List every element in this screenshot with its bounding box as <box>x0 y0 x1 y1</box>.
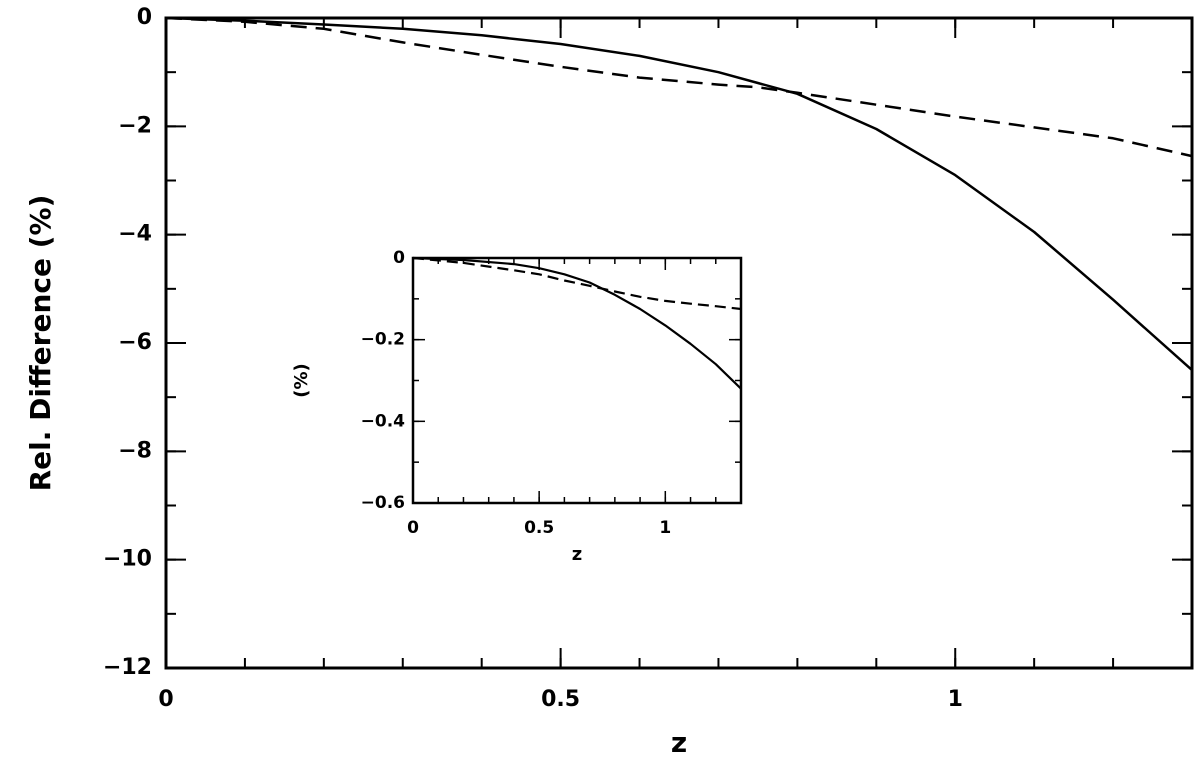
main-x-tick-label: 1 <box>948 687 963 712</box>
inset-x-axis-label: z <box>572 544 582 565</box>
inset-y-tick-label: −0.2 <box>361 330 405 350</box>
inset-y-tick-label: −0.6 <box>361 493 405 513</box>
main-series-line-solid <box>165 16 1193 372</box>
inset-background <box>413 258 741 503</box>
main-x-tick-label: 0.5 <box>541 687 580 712</box>
main-y-tick-label: −4 <box>118 222 152 247</box>
inset-x-tick-label: 1 <box>659 518 671 538</box>
main-x-tick-label: 0 <box>158 687 173 712</box>
inset-x-tick-label: 0 <box>407 518 419 538</box>
main-y-tick-label: −6 <box>118 330 152 355</box>
inset-y-tick-label: 0 <box>393 248 405 268</box>
inset-x-tick-label: 0.5 <box>524 518 554 538</box>
main-y-tick-label: −8 <box>118 438 152 463</box>
inset-series-line-dashed <box>412 256 742 311</box>
main-y-tick-label: −2 <box>118 113 152 138</box>
main-y-axis-label: Rel. Difference (%) <box>24 195 57 492</box>
inset-y-tick-label: −0.4 <box>361 411 406 431</box>
main-y-tick-label: −12 <box>103 655 152 680</box>
inset-y-axis-label: (%) <box>291 363 312 398</box>
main-y-tick-label: −10 <box>103 547 152 572</box>
main-y-tick-label: 0 <box>137 5 152 30</box>
inset-plot: 0 0.5 1 0 −0.2 −0.4 −0.6 z (%) <box>291 248 743 565</box>
main-plot: 0 0.5 1 0 −2 −4 −6 −8 −10 −12 z Rel. Difference (%) <box>24 5 1194 759</box>
main-x-axis-label: z <box>671 726 687 759</box>
main-series-line-dashed <box>165 16 1193 158</box>
